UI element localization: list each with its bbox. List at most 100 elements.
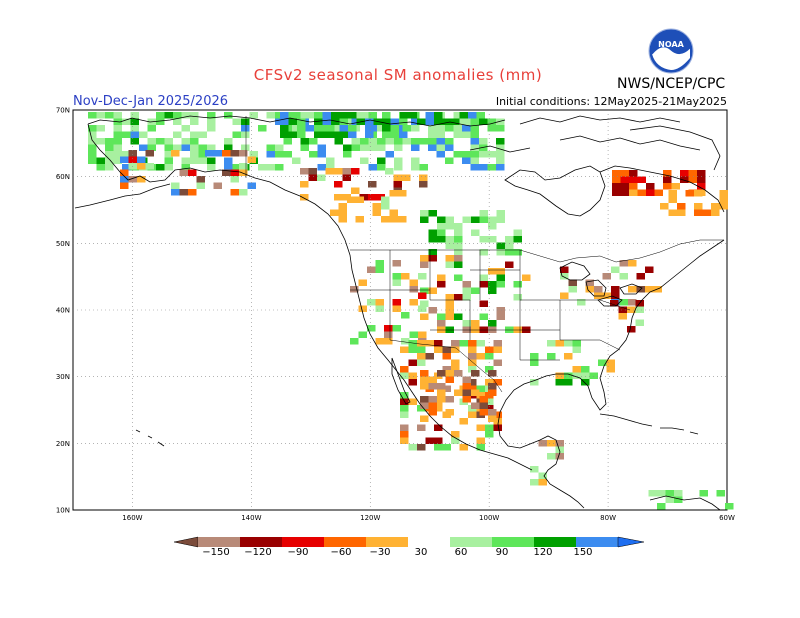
anomaly-cell [479,118,488,125]
coastlines [74,115,725,511]
colorbar-bin [240,537,282,547]
anomaly-cell [468,385,477,392]
anomaly-cell [408,346,417,353]
anomaly-cell [568,279,577,286]
anomaly-cell [496,307,505,314]
anomaly-cell [122,118,131,125]
anomaly-cell [400,411,409,418]
anomaly-cell [468,353,477,360]
anomaly-cell [300,112,309,119]
anomaly-cell [442,118,451,125]
anomaly-cell [479,274,488,281]
anomaly-cell [476,112,485,119]
anomaly-cell [645,286,654,293]
anomaly-cell [164,164,173,171]
anomaly-cell [419,138,428,145]
anomaly-cell [376,194,385,201]
anomaly-cell [538,472,547,479]
colorbar-tick-label: −150 [202,547,230,558]
anomaly-cell [602,292,611,299]
anomaly-cell [375,266,384,273]
anomaly-cell [476,353,485,360]
anomaly-cell [241,118,250,125]
anomaly-cell [358,331,367,338]
anomaly-cell [513,236,522,243]
anomaly-cell [173,144,182,151]
anomaly-cell [375,260,384,267]
anomaly-cell [232,131,241,138]
anomaly-cell [436,131,445,138]
anomaly-cell [488,370,497,377]
anomaly-cell [694,209,703,216]
anomaly-cell [434,340,443,347]
anomaly-cell [190,118,199,125]
anomaly-cell [496,313,505,320]
anomaly-cell [479,210,488,217]
anomaly-cell [417,118,426,125]
anomaly-cell [385,151,394,158]
anomaly-cell [207,164,216,171]
anomaly-cell [496,164,505,171]
anomaly-cell [496,210,505,217]
anomaly-cell [619,299,628,306]
colorbar-tick-label: 30 [414,547,428,558]
anomaly-cell [451,359,460,366]
anomaly-cell [688,176,697,183]
anomaly-cell [488,320,497,327]
anomaly-cell [417,353,426,360]
anomaly-cell [577,299,586,306]
anomaly-cell [645,266,654,273]
anomaly-cell [468,366,477,373]
anomaly-cell [611,286,620,293]
anomaly-cell [462,389,471,396]
anomaly-cell [190,131,199,138]
anomaly-cell [275,151,284,158]
anomaly-cell [428,210,437,217]
anomaly-cell [454,249,463,256]
anomaly-cell [493,424,502,431]
anomaly-cell [339,125,348,132]
anomaly-cell [317,174,326,181]
anomaly-cell [454,242,463,249]
anomaly-cell [453,112,462,119]
anomaly-cell [530,359,539,366]
anomaly-cell [411,138,420,145]
anomaly-cell [462,216,471,223]
anomaly-cell [173,112,182,119]
anomaly-cell [322,118,331,125]
anomaly-cell [96,125,105,132]
anomaly-cell [657,490,666,497]
anomaly-cell [454,370,463,377]
anomaly-cell [164,144,173,151]
anomaly-cell [437,370,446,377]
anomaly-cell [646,189,655,196]
anomaly-cell [488,223,497,230]
anomaly-cell [241,125,250,132]
anomaly-cell [122,131,131,138]
anomaly-cell [342,168,351,175]
anomaly-cell [130,125,139,132]
anomaly-cell [239,169,248,176]
anomaly-cell [420,402,429,409]
anomaly-cell [411,118,420,125]
anomaly-cell [572,366,581,373]
anomaly-cell [434,424,443,431]
anomaly-cell [697,170,706,177]
anomaly-cell [105,138,114,145]
anomaly-cell [610,300,619,307]
anomaly-cell [305,125,314,132]
anomaly-cell [232,118,241,125]
anomaly-cell [530,466,539,473]
anomaly-cell [249,112,258,119]
anomaly-cell [283,151,292,158]
anomaly-cell [358,279,367,286]
anomaly-cell [485,353,494,360]
anomaly-cell [377,157,386,164]
anomaly-cell [530,353,539,360]
anomaly-cell [437,229,446,236]
anomaly-cell [538,479,547,486]
anomaly-cell [239,189,248,196]
anomaly-cell [454,255,463,262]
anomaly-cell [120,176,129,183]
anomaly-cell [389,209,398,216]
